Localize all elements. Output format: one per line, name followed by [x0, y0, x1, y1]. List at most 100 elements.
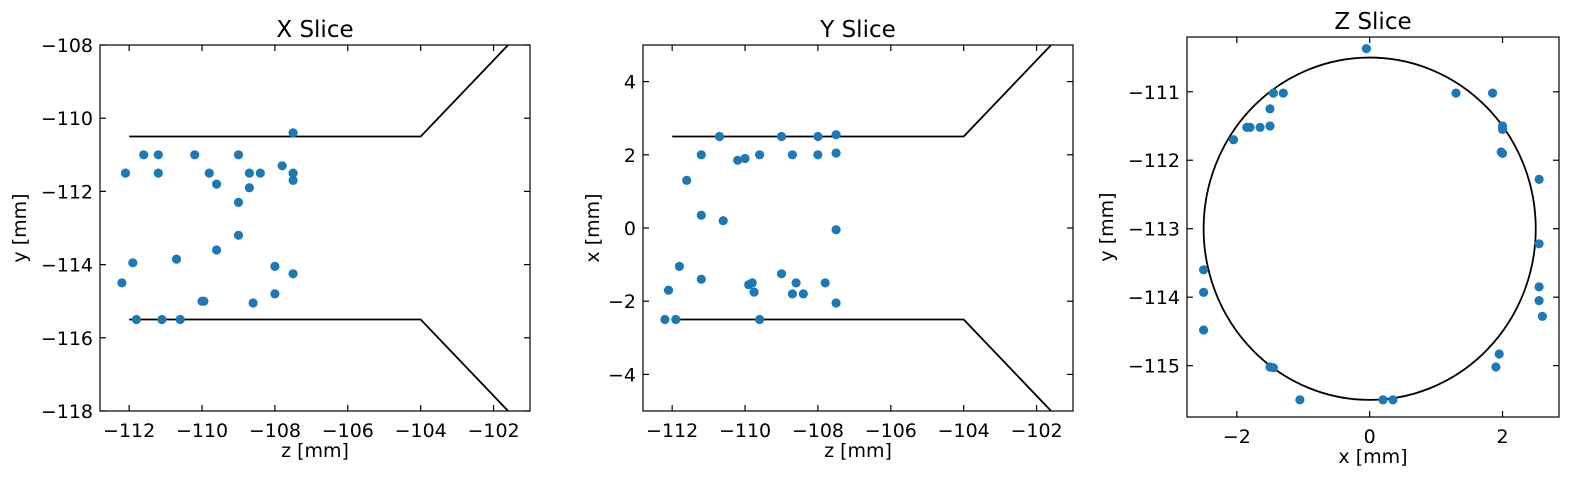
x-slice-point-26: [270, 289, 280, 299]
y-slice-point-11: [682, 175, 692, 185]
x-slice-point-14: [244, 183, 254, 193]
z-slice-ytick-label-1: −112: [1128, 150, 1180, 172]
z-slice-point-10: [1488, 88, 1498, 98]
x-slice-point-11: [288, 168, 298, 178]
y-slice-plot-area: [672, 45, 1052, 411]
y-slice-point-18: [776, 269, 787, 279]
z-slice-point-3: [1265, 104, 1275, 114]
z-slice-ytick-label-0: −111: [1128, 82, 1180, 104]
x-slice-ytick-label-1: −116: [41, 328, 93, 350]
z-slice-title: Z Slice: [1334, 9, 1411, 35]
x-slice-xtick-label-3: −106: [322, 420, 374, 442]
z-slice-ytick-label-4: −115: [1128, 356, 1180, 378]
y-slice-ytick-label-4: 4: [624, 72, 636, 94]
y-slice-xtick-label-1: −110: [719, 420, 771, 442]
y-slice-point-10: [831, 148, 841, 158]
y-slice-point-2: [813, 131, 823, 142]
x-slice-ytick-label-5: −108: [41, 35, 93, 57]
z-slice-point-7: [1245, 122, 1255, 132]
x-slice-point-17: [212, 245, 222, 255]
z-slice-point-1: [1268, 88, 1278, 98]
y-slice-point-24: [787, 289, 798, 299]
y-slice-point-0: [714, 131, 725, 142]
y-slice-point-9: [813, 150, 823, 160]
x-slice-point-3: [153, 168, 163, 178]
z-slice-outline-circle: [1202, 56, 1537, 401]
y-slice-title: Y Slice: [819, 17, 896, 43]
z-slice-point-19: [1199, 325, 1209, 335]
x-slice-xtick-label-4: −104: [395, 420, 447, 442]
x-slice-ylabel: y [mm]: [9, 193, 31, 262]
y-slice-ytick-label-1: −2: [608, 291, 636, 313]
x-slice-title: X Slice: [276, 17, 353, 43]
y-slice-outline-lower: [672, 318, 1052, 411]
x-slice-xtick-label-1: −110: [176, 420, 228, 442]
y-slice-xtick-label-4: −104: [938, 420, 990, 442]
z-slice-xtick-label-0: −2: [1223, 426, 1251, 448]
y-slice-axes-frame: [642, 44, 1074, 412]
z-slice-xtick-label-2: 2: [1496, 426, 1508, 448]
y-slice-point-1: [776, 131, 787, 142]
x-slice-xtick-label-5: −102: [467, 420, 519, 442]
z-slice-point-8: [1228, 135, 1239, 145]
y-slice-point-25: [798, 289, 808, 299]
x-slice-point-4: [190, 150, 200, 160]
x-slice-outline-lower: [129, 318, 509, 411]
y-slice-outline-upper: [672, 45, 1052, 138]
z-slice-point-18: [1199, 287, 1209, 297]
z-slice-point-21: [1534, 296, 1544, 306]
y-slice-point-15: [674, 261, 685, 271]
y-slice-xtick-label-5: −102: [1010, 420, 1062, 442]
x-slice-point-2: [153, 150, 163, 160]
y-slice-point-5: [733, 155, 743, 165]
x-slice-point-28: [157, 314, 167, 325]
y-slice-point-23: [820, 278, 830, 288]
z-slice-point-26: [1491, 362, 1501, 372]
z-slice-point-17: [1199, 265, 1209, 275]
y-slice-point-28: [671, 314, 681, 325]
y-slice-ylabel: x [mm]: [582, 193, 604, 262]
z-slice-ylabel: y [mm]: [1096, 192, 1118, 261]
x-slice-point-8: [255, 168, 265, 178]
x-slice-plot-area: [129, 45, 509, 411]
y-slice-xtick-label-2: −108: [792, 420, 844, 442]
z-slice-xlabel: x [mm]: [1338, 446, 1407, 468]
z-slice-point-12: [1497, 124, 1508, 134]
y-slice-panel: Y Slice −112 −110 −108 −106 −104 −102 −4 −2 0 2 4 z …: [582, 17, 1074, 462]
x-slice-point-10: [288, 128, 298, 138]
y-slice-point-27: [660, 314, 670, 325]
x-slice-point-5: [204, 168, 214, 178]
x-slice-point-25: [248, 298, 258, 308]
z-slice-point-15: [1534, 174, 1544, 184]
z-slice-point-29: [1388, 395, 1398, 405]
y-slice-point-17: [663, 285, 674, 295]
z-slice-ytick-label-2: −113: [1128, 219, 1180, 241]
y-slice-point-8: [787, 150, 798, 160]
y-slice-ytick-label-0: −4: [608, 364, 636, 386]
z-slice-point-4: [1265, 121, 1275, 131]
x-slice-point-24: [199, 296, 209, 306]
y-slice-point-13: [718, 216, 728, 226]
y-slice-point-6: [740, 153, 750, 164]
x-slice-point-9: [277, 161, 287, 171]
z-slice-point-5: [1255, 122, 1265, 132]
y-slice-xtick-label-0: −112: [646, 420, 698, 442]
x-slice-xtick-label-2: −108: [249, 420, 301, 442]
y-slice-point-12: [696, 210, 706, 220]
z-slice-point-20: [1534, 282, 1544, 292]
x-slice-xlabel: z [mm]: [281, 440, 349, 462]
x-slice-point-12: [288, 175, 298, 185]
z-slice-axes-frame: [1186, 36, 1560, 418]
z-slice-point-25: [1494, 349, 1504, 359]
x-slice-point-15: [233, 197, 244, 207]
x-slice-axes-frame: [99, 44, 531, 412]
z-slice-ytick-label-3: −114: [1128, 287, 1180, 309]
y-slice-point-26: [831, 298, 841, 308]
y-slice-point-29: [755, 314, 765, 325]
y-slice-point-22: [791, 278, 801, 288]
z-slice-point-2: [1278, 88, 1288, 98]
x-slice-xtick-label-0: −112: [103, 420, 155, 442]
x-slice-point-18: [117, 278, 127, 288]
x-slice-ytick-label-2: −114: [41, 255, 93, 277]
x-slice-ytick-label-3: −112: [41, 181, 93, 203]
